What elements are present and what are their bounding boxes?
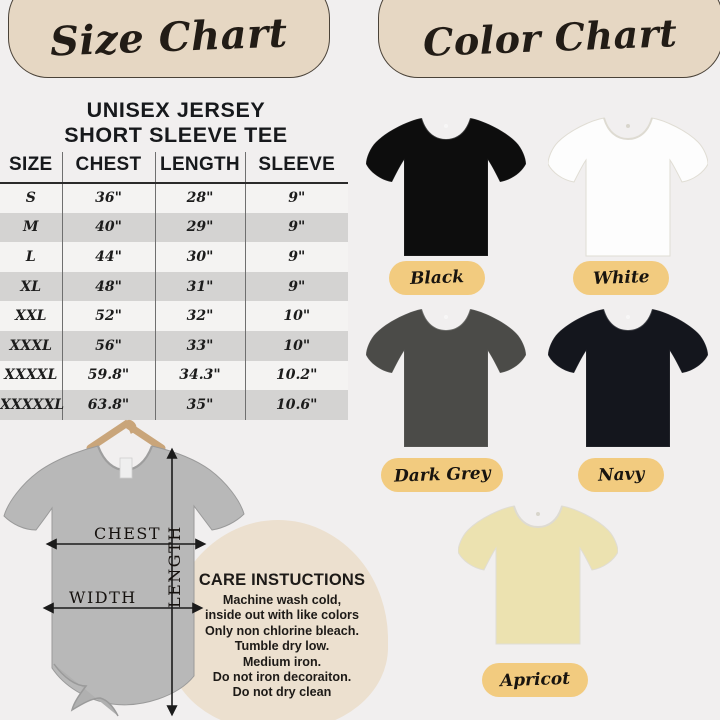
care-line: Do not dry clean: [232, 685, 332, 700]
care-line: inside out with like colors: [205, 608, 359, 623]
cell-size: XXL: [0, 301, 62, 331]
care-line: Tumble dry low.: [234, 639, 330, 654]
product-name-line1: UNISEX JERSEY: [86, 98, 266, 122]
cell-chest: 48": [61, 271, 155, 302]
cell-chest: 59.8": [61, 360, 155, 391]
cell-size: M: [0, 212, 62, 243]
size-chart-title: Size Chart: [49, 8, 289, 66]
length-label: LENGTH: [165, 525, 184, 608]
cell-chest: 40": [61, 212, 155, 243]
color-label-apricot: Apricot: [482, 663, 588, 697]
table-row: S 36" 28" 9": [0, 183, 348, 213]
cell-sleeve: 10": [244, 301, 348, 331]
measurement-diagram: CHEST WIDTH LENGTH: [0, 418, 264, 720]
size-chart-header-pill: Size Chart: [8, 0, 330, 78]
care-line: Machine wash cold,: [222, 593, 342, 607]
tshirt-swatch-apricot[interactable]: [458, 500, 618, 650]
page-title: UNISEX JERSEY SHORT SLEEVE TEE: [0, 98, 352, 148]
cell-sleeve: 9": [244, 183, 348, 213]
cell-size: XXXL: [0, 330, 62, 361]
care-instructions-list: Machine wash cold, inside out with like …: [186, 593, 378, 701]
care-instructions-title: CARE INSTUCTIONS: [198, 571, 366, 589]
cell-sleeve: 9": [244, 212, 348, 243]
table-row: XXXXL 59.8" 34.3" 10.2": [0, 360, 348, 391]
chest-label: CHEST: [94, 524, 161, 543]
cell-sleeve: 9": [244, 271, 348, 302]
cell-sleeve: 10": [244, 330, 348, 361]
cell-sleeve: 9": [244, 242, 348, 272]
cell-sleeve: 10.6": [244, 390, 348, 420]
cell-size: S: [0, 183, 62, 213]
cell-length: 30": [154, 242, 245, 272]
table-row: M 40" 29" 9": [0, 212, 348, 243]
column-header-chest: CHEST: [61, 152, 155, 184]
care-line: Only non chlorine bleach.: [205, 623, 359, 638]
column-header-size: SIZE: [0, 152, 62, 184]
table-row: XXXXXL 63.8" 35" 10.6": [0, 390, 348, 420]
column-header-length: LENGTH: [154, 152, 245, 184]
care-instructions-background: [168, 520, 388, 720]
care-line: Medium iron.: [242, 654, 322, 669]
color-label-text: Black: [409, 267, 465, 289]
color-label-text: White: [592, 267, 650, 289]
table-row: XXL 52" 32" 10": [0, 301, 348, 331]
tshirt-swatch-black[interactable]: [366, 112, 526, 262]
tshirt-body-black: [366, 117, 526, 257]
tshirt-swatch-white[interactable]: [548, 112, 708, 262]
tshirt-swatch-dark-grey[interactable]: [366, 303, 526, 453]
color-label-navy: Navy: [578, 458, 664, 492]
product-name-line2: SHORT SLEEVE TEE: [64, 123, 288, 147]
hanger-icon: [86, 419, 166, 452]
size-table: SIZE CHEST LENGTH SLEEVE S 36" 28" 9" M …: [0, 152, 348, 420]
tshirt-swatch-navy[interactable]: [548, 303, 708, 453]
table-row: XXXL 56" 33" 10": [0, 330, 348, 361]
cell-length: 33": [154, 330, 245, 361]
cell-size: XXXXL: [0, 360, 62, 391]
table-header-row: SIZE CHEST LENGTH SLEEVE: [0, 152, 348, 184]
color-chart-title: Color Chart: [422, 9, 679, 65]
cell-chest: 63.8": [61, 390, 155, 420]
width-label: WIDTH: [69, 588, 137, 607]
cell-sleeve: 10.2": [244, 360, 348, 391]
cell-chest: 56": [61, 330, 155, 361]
care-instructions: CARE INSTUCTIONS Machine wash cold, insi…: [186, 571, 378, 701]
care-line: Do not iron decoraiton.: [212, 670, 352, 685]
cell-size: XXXXXL: [0, 390, 64, 420]
color-label-black: Black: [389, 261, 485, 295]
tshirt-silhouette: [3, 445, 245, 706]
color-label-text: Dark Grey: [393, 463, 491, 487]
cell-chest: 52": [61, 301, 155, 331]
cell-length: 28": [154, 183, 245, 213]
color-label-text: Apricot: [499, 668, 571, 692]
cell-size: XL: [0, 271, 62, 302]
color-label-text: Navy: [597, 464, 645, 486]
cell-chest: 44": [61, 242, 155, 272]
color-chart-header-pill: Color Chart: [378, 0, 720, 78]
color-label-dark-grey: Dark Grey: [381, 458, 503, 492]
cell-length: 35": [154, 390, 245, 420]
tshirt-body-dark-grey: [366, 308, 526, 448]
cell-length: 34.3": [154, 360, 245, 391]
cell-chest: 36": [61, 183, 155, 213]
tshirt-body-navy: [548, 308, 708, 448]
cell-length: 31": [154, 271, 245, 302]
table-row: L 44" 30" 9": [0, 242, 348, 272]
cell-length: 32": [154, 301, 245, 331]
color-label-white: White: [573, 261, 669, 295]
table-row: XL 48" 31" 9": [0, 271, 348, 302]
brand-tag: [119, 457, 133, 479]
column-header-sleeve: SLEEVE: [244, 152, 348, 184]
cell-size: L: [0, 242, 62, 272]
cell-length: 29": [154, 212, 245, 243]
